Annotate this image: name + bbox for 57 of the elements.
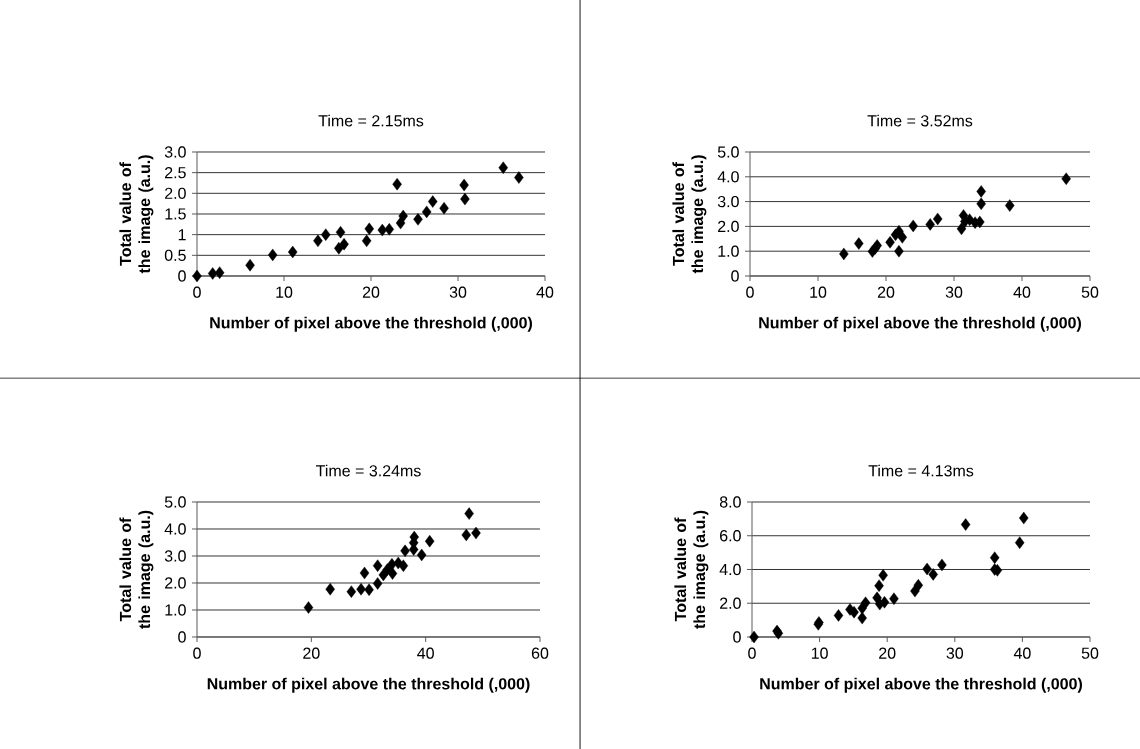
x-tick-label: 10 — [276, 286, 293, 298]
x-tick-label: 30 — [449, 286, 467, 298]
x-tick-label: 20 — [879, 647, 896, 659]
y-tick-label: 0 — [731, 270, 739, 282]
chart-title: Time = 4.13ms — [868, 464, 974, 477]
x-axis-title: Number of pixel above the threshold (,000) — [210, 316, 532, 332]
y-tick-label: 0.5 — [164, 249, 186, 261]
x-tick-label: 50 — [1081, 286, 1099, 298]
x-axis-title: Number of pixel above the threshold (,000) — [207, 677, 530, 693]
x-axis-title: Number of pixel above the threshold (,000) — [759, 316, 1081, 332]
chart-title: Time = 3.24ms — [316, 464, 421, 477]
x-tick-label: 60 — [531, 647, 549, 659]
x-tick-label: 0 — [193, 286, 201, 298]
y-tick-label: 0 — [178, 631, 186, 643]
x-tick-label: 0 — [193, 647, 201, 659]
x-tick-label: 40 — [1013, 647, 1031, 659]
x-tick-label: 40 — [417, 647, 434, 659]
chart-title: Time = 2.15ms — [318, 114, 424, 127]
y-tick-label: 4.0 — [717, 171, 739, 183]
y-tick-label: 4.0 — [719, 563, 741, 576]
y-tick-label: 1.0 — [718, 245, 739, 257]
y-tick-label: 4.0 — [164, 523, 186, 535]
x-tick-label: 30 — [946, 647, 964, 659]
y-tick-label: 3.0 — [717, 195, 739, 208]
y-axis-title: Total value of the image (a.u.) — [674, 510, 709, 629]
y-axis-title: Total value of the image (a.u.) — [119, 155, 154, 274]
x-tick-label: 30 — [945, 286, 963, 298]
y-tick-label: 2.0 — [718, 220, 739, 233]
x-tick-label: 20 — [303, 647, 320, 659]
y-tick-label: 5.0 — [717, 146, 739, 158]
x-tick-label: 10 — [810, 286, 827, 298]
x-tick-label: 0 — [748, 647, 756, 659]
y-axis-title: Total value of the image (a.u.) — [672, 155, 707, 274]
y-tick-label: 2.5 — [165, 167, 186, 179]
y-tick-label: 1.5 — [165, 208, 186, 220]
y-tick-label: 2.0 — [165, 577, 186, 589]
y-tick-label: 0 — [733, 631, 741, 643]
x-tick-label: 20 — [362, 286, 380, 298]
x-axis-title: Number of pixel above the threshold (,000) — [760, 677, 1082, 693]
y-tick-label: 8.0 — [719, 496, 741, 508]
x-tick-label: 50 — [1081, 647, 1099, 659]
x-tick-label: 0 — [746, 286, 754, 298]
x-tick-label: 40 — [536, 286, 554, 298]
x-tick-label: 20 — [877, 286, 895, 298]
y-tick-label: 2.0 — [165, 187, 186, 199]
y-tick-label: 1 — [178, 229, 186, 241]
y-tick-label: 3.0 — [164, 550, 186, 562]
x-tick-label: 10 — [811, 647, 828, 659]
y-tick-label: 5.0 — [164, 496, 186, 508]
x-tick-label: 40 — [1013, 286, 1031, 298]
y-tick-label: 3.0 — [164, 146, 186, 158]
y-axis-title: Total value of the image (a.u.) — [119, 510, 154, 629]
chart-title: Time = 3.52ms — [867, 114, 973, 127]
y-tick-label: 1.0 — [165, 604, 186, 616]
y-tick-label: 2.0 — [720, 597, 741, 609]
y-tick-label: 0 — [178, 270, 186, 282]
y-tick-label: 6.0 — [720, 530, 741, 542]
